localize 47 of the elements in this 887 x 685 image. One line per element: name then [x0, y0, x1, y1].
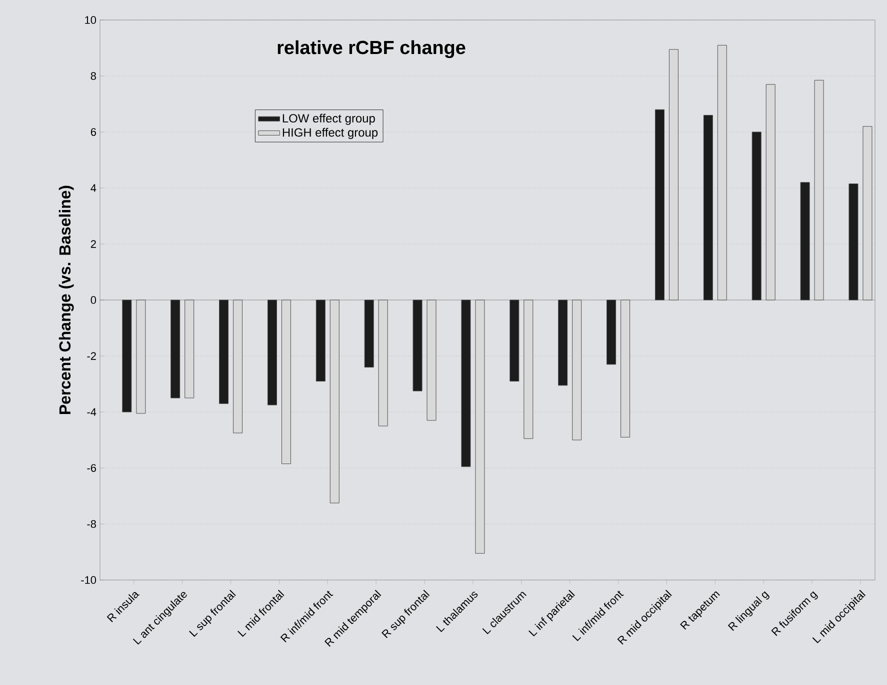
bar — [800, 182, 810, 300]
bar — [848, 184, 858, 300]
bar — [668, 49, 678, 300]
bar — [184, 300, 194, 398]
bar — [233, 300, 243, 434]
bar — [752, 132, 762, 300]
bar — [330, 300, 340, 504]
bar — [364, 300, 374, 368]
bar — [620, 300, 630, 438]
bar — [475, 300, 485, 554]
bar — [316, 300, 326, 382]
bar — [170, 300, 180, 398]
y-tick-label: -2 — [87, 352, 96, 360]
bar — [814, 80, 824, 300]
bar — [717, 44, 727, 300]
bar — [572, 300, 582, 440]
bar — [862, 126, 872, 300]
y-tick-label: 4 — [90, 184, 96, 192]
bar — [219, 300, 229, 404]
text: relative rCBF change — [278, 40, 466, 58]
bar — [122, 300, 132, 412]
y-tick-label: -8 — [87, 520, 96, 528]
y-tick-label: 2 — [90, 240, 96, 248]
bar — [412, 300, 422, 392]
bar — [654, 109, 664, 300]
y-tick-label: 10 — [85, 16, 96, 24]
bar — [510, 300, 520, 382]
bar — [136, 300, 146, 414]
bar — [378, 300, 388, 426]
legend-label: LOW effect group — [282, 114, 375, 125]
bar — [703, 114, 713, 300]
y-tick-label: 8 — [90, 72, 96, 80]
bar — [558, 300, 568, 386]
legend-label: HIGH effect group — [282, 128, 378, 140]
y-tick-label: -6 — [87, 464, 96, 472]
y-tick-label: -4 — [87, 408, 96, 416]
bar — [461, 300, 471, 467]
y-axis-title: Percent Change (vs. Baseline) — [58, 186, 74, 414]
bar — [267, 300, 277, 406]
y-tick-label: 0 — [90, 296, 96, 304]
bar — [426, 300, 436, 421]
bar — [281, 300, 291, 464]
bar — [606, 300, 616, 365]
y-tick-label: 6 — [90, 128, 96, 136]
bar — [766, 84, 776, 300]
bar — [524, 300, 534, 439]
y-tick-label: -10 — [81, 576, 96, 584]
